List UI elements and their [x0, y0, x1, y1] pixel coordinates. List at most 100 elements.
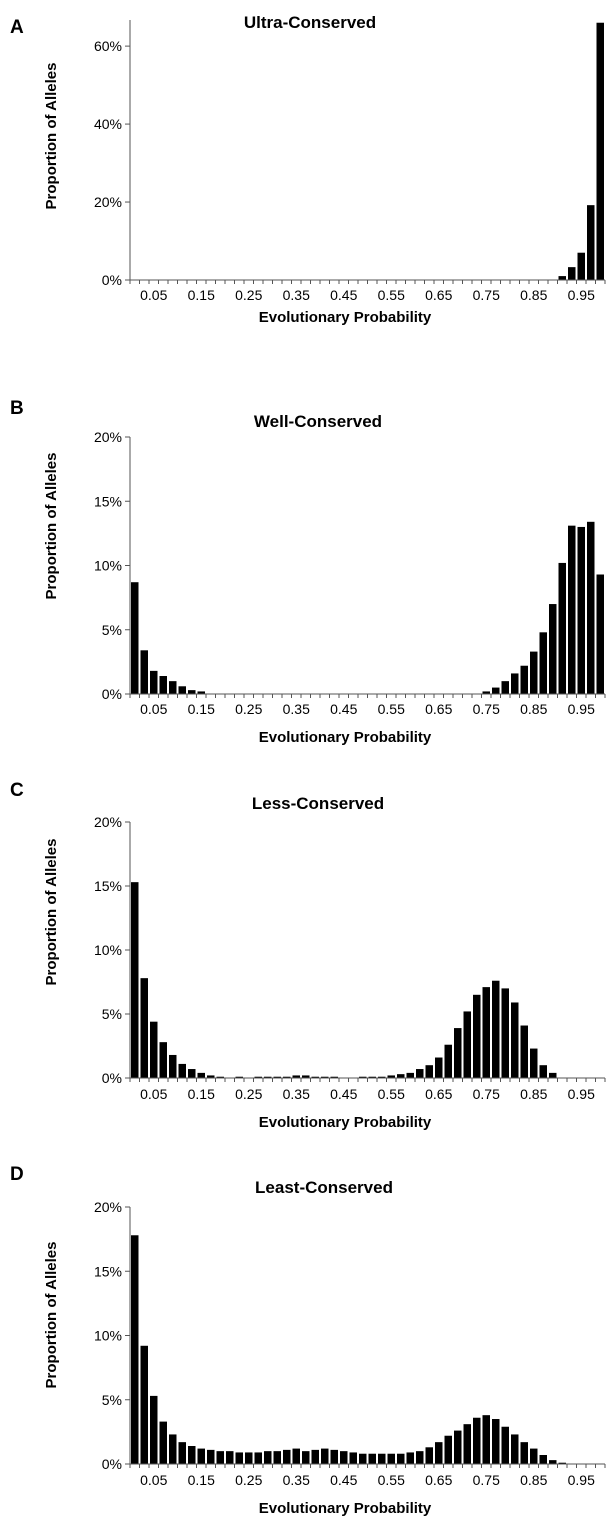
histogram-bar: [596, 574, 604, 695]
histogram-bar: [245, 1452, 253, 1464]
histogram-bar: [463, 1424, 471, 1465]
histogram-bar: [530, 1048, 538, 1078]
x-tick-label: 0.25: [235, 1472, 262, 1488]
histogram-bar: [178, 1063, 186, 1078]
histogram-bar: [159, 1421, 167, 1464]
histogram-bar: [416, 1451, 424, 1464]
panel-b: B Well-Conserved Proportion of Alleles E…: [0, 380, 606, 760]
y-tick-label: 15%: [94, 493, 122, 509]
histogram-bar: [520, 665, 528, 694]
y-tick-label: 20%: [94, 194, 122, 210]
y-tick-label: 5%: [102, 622, 122, 638]
y-tick-label: 5%: [102, 1392, 122, 1408]
histogram-bar: [169, 681, 177, 694]
histogram-bar: [292, 1448, 300, 1464]
histogram-bar: [397, 1074, 405, 1078]
x-tick-label: 0.25: [235, 701, 262, 717]
histogram-bar: [235, 1452, 243, 1464]
histogram-bar: [150, 1395, 158, 1464]
histogram-bar: [235, 1076, 243, 1078]
histogram-bar: [406, 1072, 414, 1078]
y-tick-label: 5%: [102, 1006, 122, 1022]
histogram-bar: [530, 651, 538, 694]
histogram-bar: [482, 987, 490, 1078]
histogram-bar: [492, 1419, 500, 1464]
histogram-bar: [568, 267, 576, 280]
histogram-bar: [596, 22, 604, 280]
histogram-bar: [530, 1448, 538, 1464]
x-tick-label: 0.15: [188, 287, 215, 303]
histogram-bar: [264, 1076, 272, 1078]
x-tick-label: 0.35: [283, 1086, 310, 1102]
histogram-bar: [539, 632, 547, 694]
x-tick-label: 0.15: [188, 701, 215, 717]
chart-c-svg: C Less-Conserved Proportion of Alleles E…: [10, 780, 606, 1131]
y-tick-label: 10%: [94, 1328, 122, 1344]
y-tick-label: 0%: [102, 686, 122, 702]
y-axis-label: Proportion of Alleles: [43, 839, 60, 986]
histogram-bar: [131, 1235, 139, 1464]
x-tick-label: 0.75: [473, 1086, 500, 1102]
x-tick-label: 0.05: [140, 701, 167, 717]
histogram-bar: [492, 980, 500, 1078]
histogram-bar: [311, 1076, 319, 1078]
histogram-bar: [387, 1075, 395, 1078]
y-tick-label: 60%: [94, 38, 122, 54]
panel-letter-d: D: [10, 1164, 24, 1185]
histogram-bar: [473, 1417, 481, 1464]
y-tick-label: 40%: [94, 116, 122, 132]
histogram-bar: [131, 882, 139, 1078]
x-tick-label: 0.15: [188, 1086, 215, 1102]
histogram-bar: [549, 604, 557, 694]
chart-title: Least-Conserved: [255, 1178, 393, 1197]
histogram-bar: [378, 1076, 386, 1078]
plot-area: 0% 5% 10% 15% 20% 0.05 0.15 0.25 0.35 0.45 0.55 0.6…: [94, 814, 606, 1102]
histogram-bar: [511, 1434, 519, 1464]
histogram-bar: [587, 205, 595, 280]
histogram-bar: [359, 1076, 367, 1078]
y-axis-label: Proportion of Alleles: [43, 63, 60, 210]
chart-b-svg: B Well-Conserved Proportion of Alleles E…: [10, 398, 606, 746]
panel-d: D Least-Conserved Proportion of Alleles …: [0, 1140, 606, 1520]
histogram-bar: [520, 1025, 528, 1078]
histogram-bar: [501, 988, 509, 1078]
histogram-bar: [492, 687, 500, 694]
chart-title: Well-Conserved: [254, 412, 382, 431]
histogram-bar: [349, 1452, 357, 1464]
chart-title: Less-Conserved: [252, 794, 384, 813]
y-tick-label: 15%: [94, 1263, 122, 1279]
x-tick-label: 0.95: [568, 1472, 595, 1488]
histogram-bar: [539, 1065, 547, 1078]
x-tick-label: 0.45: [330, 1086, 357, 1102]
histogram-bar: [330, 1076, 338, 1078]
histogram-bar: [216, 1076, 224, 1078]
histogram-bar: [311, 1449, 319, 1465]
histogram-bar: [321, 1448, 329, 1464]
panel-letter-a: A: [10, 17, 24, 38]
histogram-bar: [131, 582, 139, 694]
histogram-bar: [283, 1076, 291, 1078]
x-tick-label: 0.55: [378, 287, 405, 303]
histogram-bar: [197, 691, 205, 694]
histogram-bar: [501, 681, 509, 694]
histogram-bar: [444, 1044, 452, 1078]
histogram-bar: [302, 1451, 310, 1464]
x-axis-label: Evolutionary Probability: [259, 729, 432, 746]
y-tick-label: 20%: [94, 1199, 122, 1215]
histogram-bar: [387, 1453, 395, 1464]
x-tick-label: 0.25: [235, 287, 262, 303]
histogram-bar: [587, 521, 595, 694]
x-tick-label: 0.55: [378, 701, 405, 717]
plot-area: 0% 5% 10% 15% 20% 0.05 0.15 0.25 0.35 0.45 0.55 0.6…: [94, 429, 606, 717]
chart-d-svg: D Least-Conserved Proportion of Alleles …: [10, 1164, 606, 1517]
histogram-bar: [482, 1415, 490, 1464]
histogram-bar: [539, 1455, 547, 1464]
histogram-bar: [435, 1442, 443, 1464]
histogram-bar: [150, 1021, 158, 1078]
x-tick-label: 0.45: [330, 287, 357, 303]
histogram-bar: [188, 1069, 196, 1078]
histogram-bar: [321, 1076, 329, 1078]
y-tick-label: 20%: [94, 814, 122, 830]
panel-a: A Ultra-Conserved Proportion of Alleles …: [0, 0, 606, 380]
histogram-bar: [549, 1460, 557, 1464]
